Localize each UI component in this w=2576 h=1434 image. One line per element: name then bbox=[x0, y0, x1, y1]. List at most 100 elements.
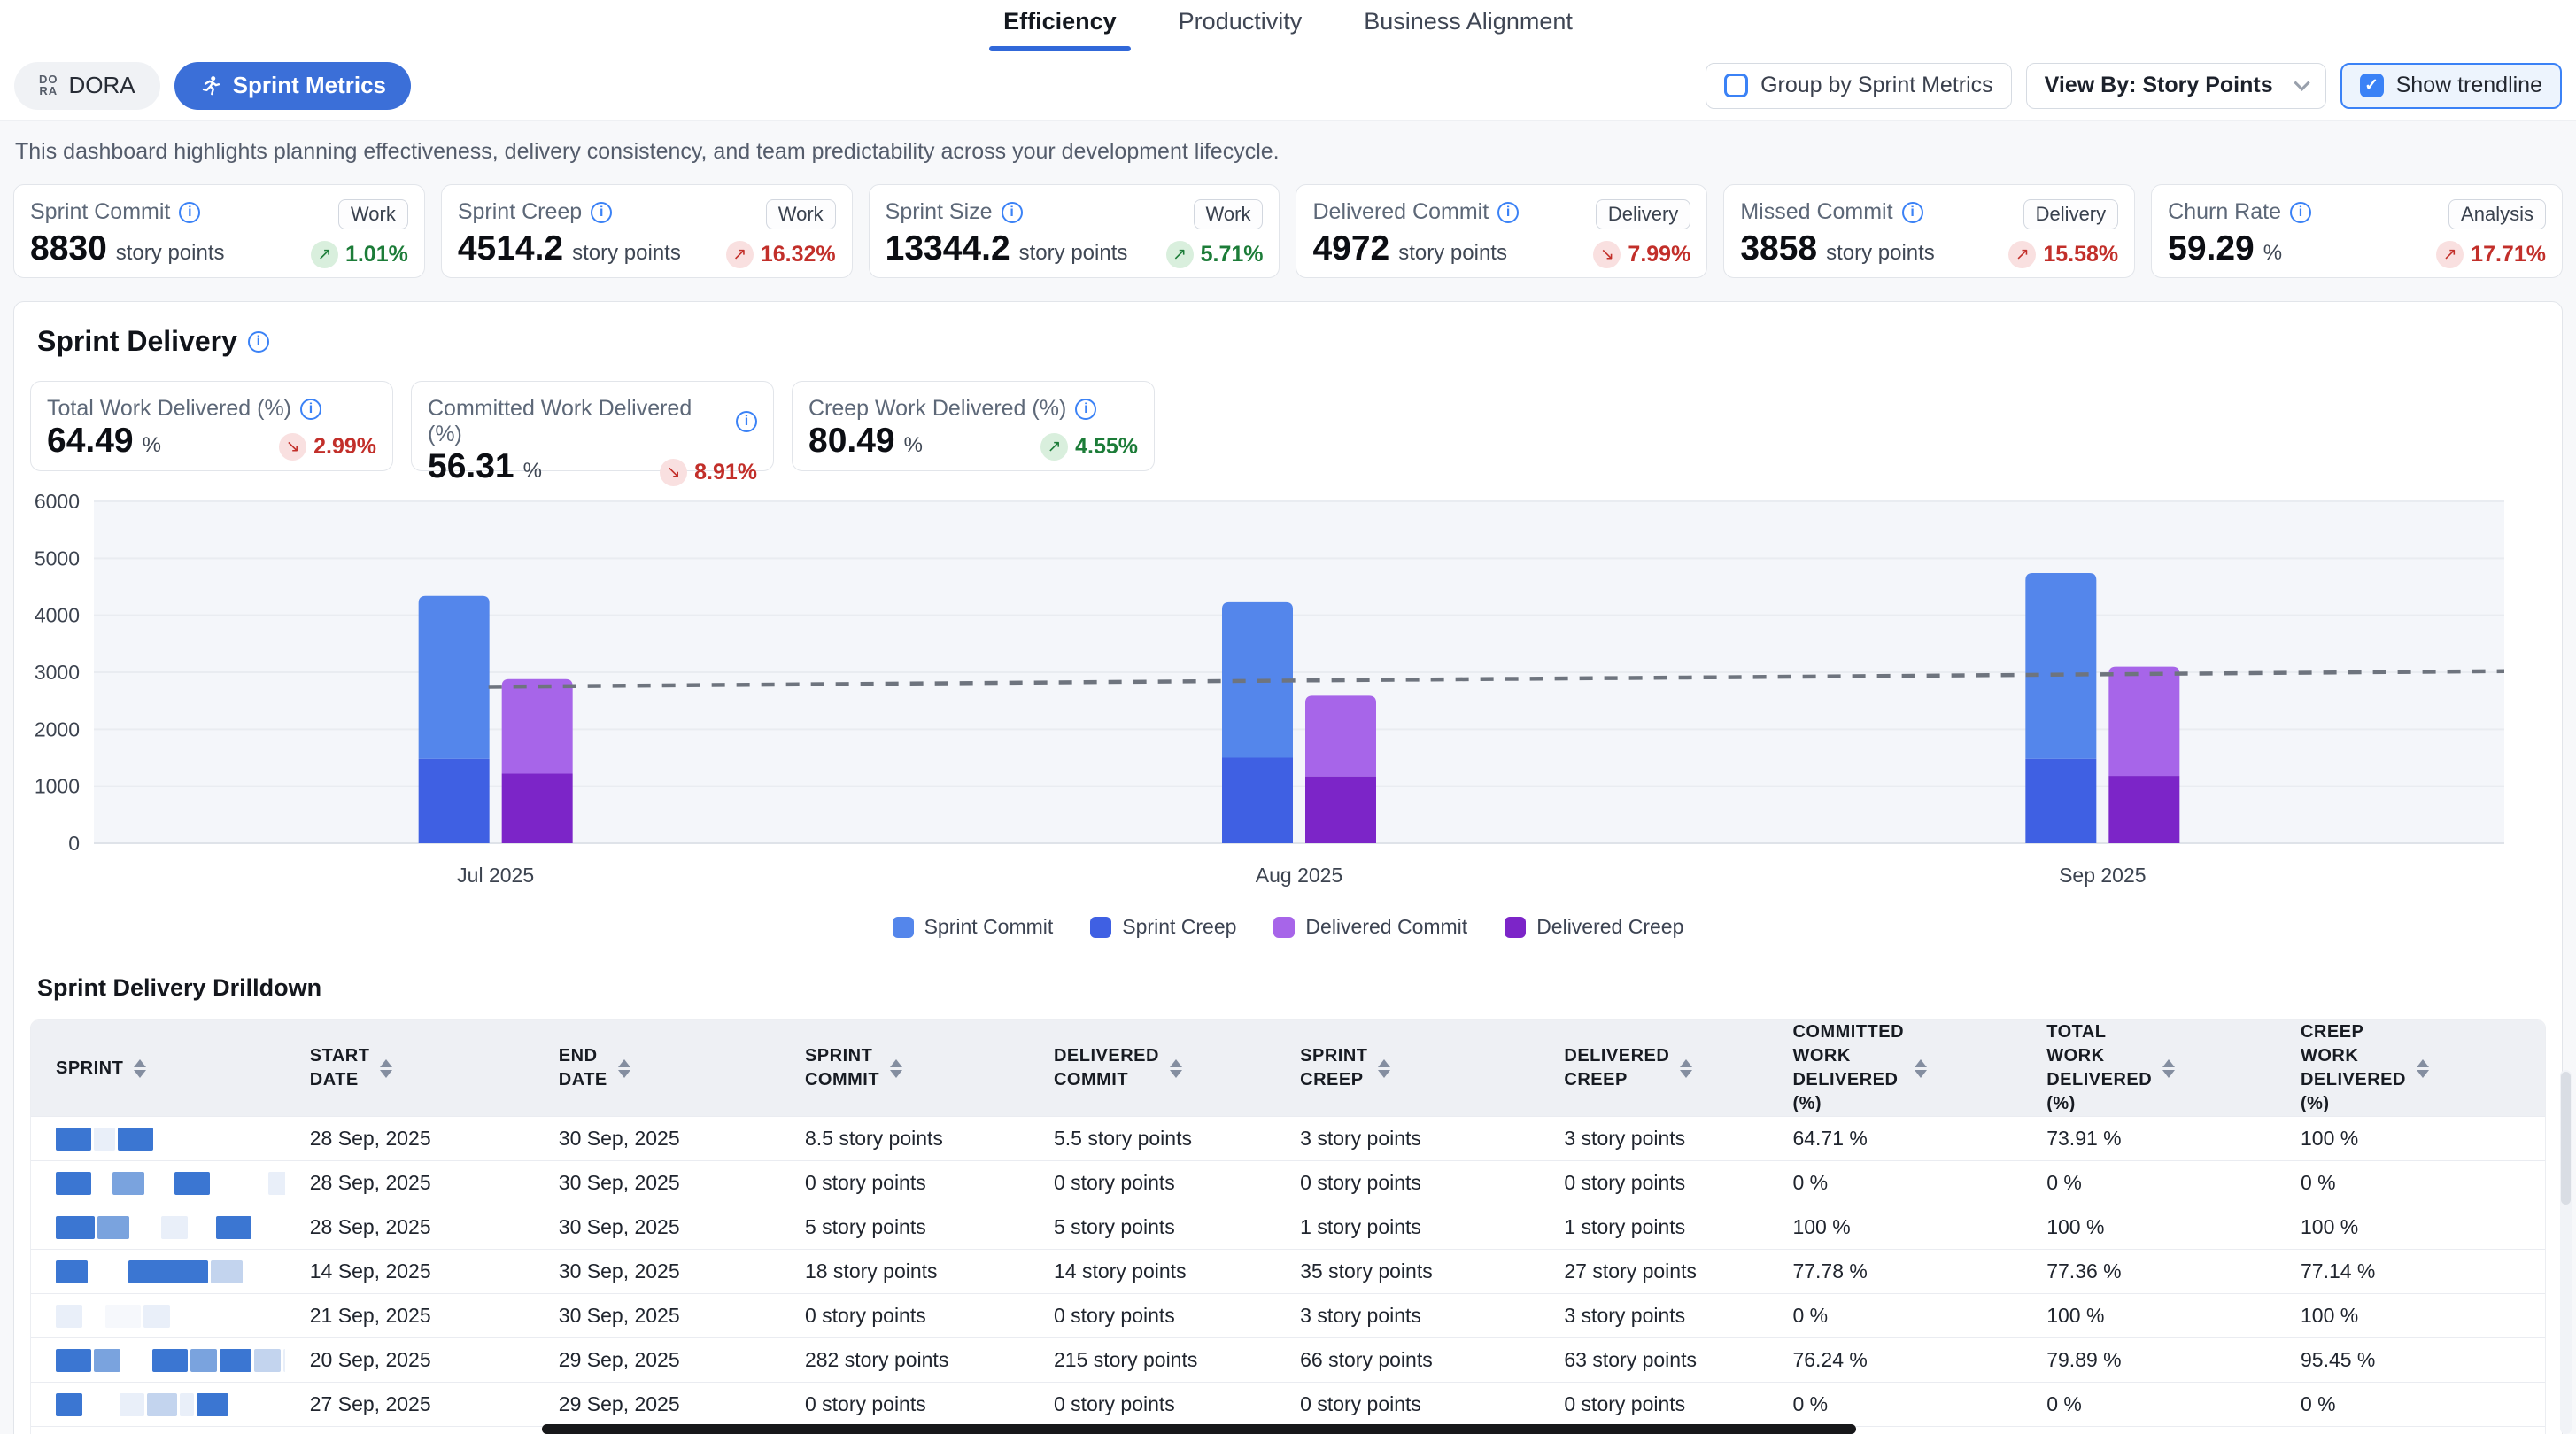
cell: 0 story points bbox=[1275, 1383, 1539, 1427]
column-header-sprint-creep[interactable]: SPRINT CREEP bbox=[1275, 1020, 1539, 1117]
sort-icon[interactable] bbox=[618, 1059, 630, 1078]
dashboard-description: This dashboard highlights planning effec… bbox=[15, 139, 2561, 165]
column-header-creep-work-delivered[interactable]: CREEP WORK DELIVERED (%) bbox=[2276, 1020, 2545, 1117]
sprint-delivery-subcards: Total Work Delivered (%)i64.49%↘2.99%Com… bbox=[30, 381, 2546, 471]
tab-efficiency[interactable]: Efficiency bbox=[1000, 8, 1120, 50]
bar-delivered-commit[interactable] bbox=[2108, 667, 2179, 777]
sort-icon[interactable] bbox=[1680, 1059, 1692, 1078]
card-delta-percent: 5.71% bbox=[1201, 242, 1264, 267]
column-header-sprint[interactable]: SPRINT bbox=[31, 1020, 285, 1117]
info-icon[interactable]: i bbox=[1002, 202, 1023, 223]
card-delta: ↗1.01% bbox=[311, 241, 408, 268]
cell: 0 % bbox=[2022, 1383, 2276, 1427]
show-trendline-checkbox[interactable]: ✓ Show trendline bbox=[2340, 63, 2562, 109]
table-row: 28 Sep, 202530 Sep, 20250 story points0 … bbox=[31, 1161, 2545, 1205]
cell: 29 Sep, 2025 bbox=[534, 1383, 780, 1427]
view-by-dropdown[interactable]: View By: Story Points bbox=[2026, 63, 2326, 109]
sprint-delivery-title-row: Sprint Delivery i bbox=[37, 325, 2546, 358]
bar-delivered-creep[interactable] bbox=[2108, 776, 2179, 843]
tab-productivity[interactable]: Productivity bbox=[1175, 8, 1306, 50]
info-icon[interactable]: i bbox=[2290, 202, 2311, 223]
checkbox-unchecked-icon[interactable] bbox=[1724, 74, 1748, 97]
column-header-delivered-commit[interactable]: DELIVERED COMMIT bbox=[1029, 1020, 1275, 1117]
sort-icon[interactable] bbox=[380, 1059, 392, 1078]
column-header-total-work-delivered[interactable]: TOTAL WORK DELIVERED (%) bbox=[2022, 1020, 2276, 1117]
cell: 79.89 % bbox=[2022, 1338, 2276, 1383]
legend-item-sprint-commit[interactable]: Sprint Commit bbox=[893, 915, 1054, 939]
bar-delivered-commit[interactable] bbox=[1305, 695, 1376, 776]
card-title-label: Sprint Commit bbox=[30, 199, 170, 225]
info-icon[interactable]: i bbox=[1902, 202, 1923, 223]
info-icon[interactable]: i bbox=[300, 399, 321, 420]
cell: 0 % bbox=[1768, 1383, 2022, 1427]
sort-icon[interactable] bbox=[890, 1059, 902, 1078]
y-axis-tick-label: 2000 bbox=[35, 717, 80, 740]
toolbar-left: DORA DORA Sprint Metrics bbox=[14, 62, 411, 110]
table-row: 28 Sep, 202530 Sep, 20258.5 story points… bbox=[31, 1117, 2545, 1161]
cell: 3 story points bbox=[1275, 1117, 1539, 1161]
show-trendline-label: Show trendline bbox=[2396, 73, 2542, 98]
sort-icon[interactable] bbox=[2417, 1059, 2429, 1078]
column-header-end-date[interactable]: END DATE bbox=[534, 1020, 780, 1117]
tab-business-alignment[interactable]: Business Alignment bbox=[1360, 8, 1576, 50]
cell: 100 % bbox=[2276, 1117, 2545, 1161]
sort-icon[interactable] bbox=[1915, 1059, 1927, 1078]
view-by-label: View By: Story Points bbox=[2045, 73, 2273, 98]
metric-card-sprint-creep: Sprint CreepiWork4514.2story points↗16.3… bbox=[441, 184, 853, 278]
column-header-delivered-creep[interactable]: DELIVERED CREEP bbox=[1539, 1020, 1768, 1117]
info-icon[interactable]: i bbox=[179, 202, 200, 223]
sort-down-arrow bbox=[134, 1070, 146, 1078]
sort-icon[interactable] bbox=[2162, 1059, 2175, 1078]
top-tab-bar: Efficiency Productivity Business Alignment bbox=[0, 0, 2576, 50]
card-title-label: Committed Work Delivered (%) bbox=[428, 396, 727, 447]
sort-icon[interactable] bbox=[1378, 1059, 1390, 1078]
legend-item-delivered-commit[interactable]: Delivered Commit bbox=[1273, 915, 1467, 939]
category-badge: Delivery bbox=[2023, 199, 2118, 229]
column-header-sprint-commit[interactable]: SPRINT COMMIT bbox=[780, 1020, 1029, 1117]
cell: 0 story points bbox=[1539, 1383, 1768, 1427]
cell: 27 story points bbox=[1539, 1250, 1768, 1294]
info-icon[interactable]: i bbox=[1075, 399, 1096, 420]
column-header-start-date[interactable]: START DATE bbox=[285, 1020, 534, 1117]
cell: 0 % bbox=[2276, 1161, 2545, 1205]
bar-sprint-commit[interactable] bbox=[419, 596, 490, 759]
bar-delivered-creep[interactable] bbox=[502, 774, 573, 843]
checkbox-checked-icon[interactable]: ✓ bbox=[2360, 74, 2384, 97]
card-unit: % bbox=[143, 433, 161, 458]
bar-delivered-commit[interactable] bbox=[502, 679, 573, 774]
card-value: 56.31 bbox=[428, 447, 514, 486]
horizontal-scrollbar-thumb[interactable] bbox=[542, 1424, 1856, 1434]
bar-sprint-creep[interactable] bbox=[1222, 758, 1293, 844]
vertical-scrollbar-thumb[interactable] bbox=[2561, 1072, 2571, 1205]
card-title-label: Churn Rate bbox=[2168, 199, 2281, 225]
card-title: Missed Commiti bbox=[1740, 199, 1922, 225]
x-axis-label: Sep 2025 bbox=[2059, 864, 2146, 887]
bar-delivered-creep[interactable] bbox=[1305, 777, 1376, 843]
info-icon[interactable]: i bbox=[248, 331, 269, 353]
legend-item-delivered-creep[interactable]: Delivered Creep bbox=[1505, 915, 1683, 939]
category-badge: Work bbox=[766, 199, 836, 229]
vertical-scrollbar[interactable] bbox=[2560, 1070, 2572, 1434]
sprint-metrics-toggle-button[interactable]: Sprint Metrics bbox=[174, 62, 411, 110]
group-by-sprint-metrics-checkbox[interactable]: Group by Sprint Metrics bbox=[1706, 63, 2012, 109]
legend-swatch-icon bbox=[1090, 917, 1111, 938]
sort-down-arrow bbox=[618, 1070, 630, 1078]
info-icon[interactable]: i bbox=[591, 202, 612, 223]
table-row: 20 Sep, 202529 Sep, 2025282 story points… bbox=[31, 1338, 2545, 1383]
bar-sprint-commit[interactable] bbox=[2025, 573, 2096, 759]
info-icon[interactable]: i bbox=[1497, 202, 1519, 223]
cell: 0 % bbox=[2022, 1161, 2276, 1205]
legend-item-sprint-creep[interactable]: Sprint Creep bbox=[1090, 915, 1236, 939]
dora-toggle-button[interactable]: DORA DORA bbox=[14, 62, 160, 110]
chevron-down-icon bbox=[2294, 74, 2309, 90]
sort-icon[interactable] bbox=[1170, 1059, 1182, 1078]
bar-sprint-creep[interactable] bbox=[419, 759, 490, 843]
card-unit: story points bbox=[1398, 241, 1507, 266]
info-icon[interactable]: i bbox=[736, 411, 757, 432]
card-delta: ↘2.99% bbox=[279, 433, 376, 461]
bar-sprint-creep[interactable] bbox=[2025, 759, 2096, 843]
legend-swatch-icon bbox=[1505, 917, 1526, 938]
column-header-committed-work-delivered[interactable]: COMMITTED WORK DELIVERED (%) bbox=[1768, 1020, 2022, 1117]
sort-icon[interactable] bbox=[134, 1059, 146, 1078]
cell: 0 story points bbox=[780, 1294, 1029, 1338]
